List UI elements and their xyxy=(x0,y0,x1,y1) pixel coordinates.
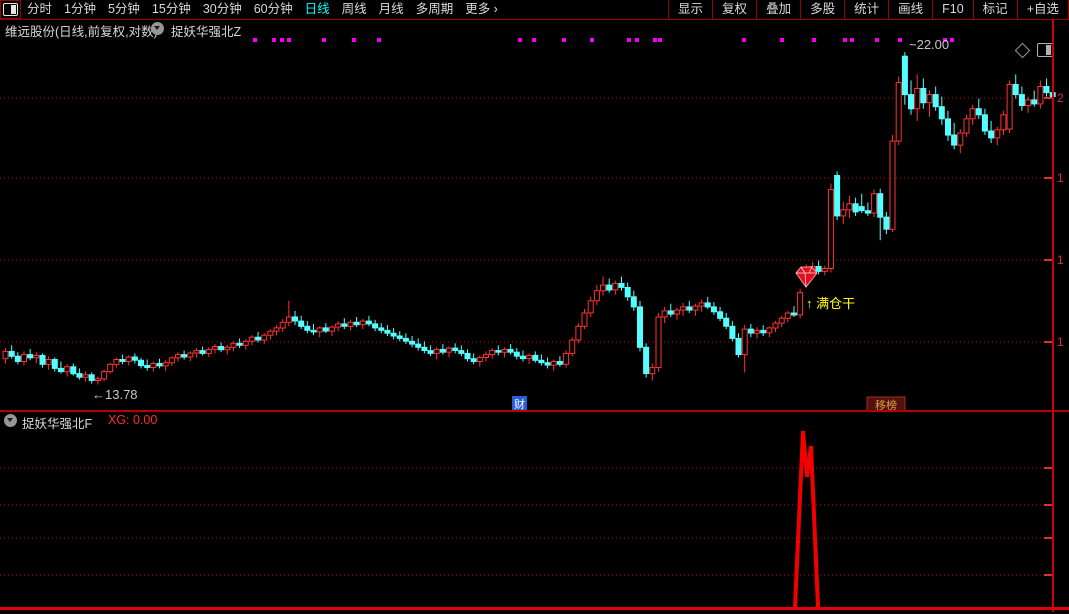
btn-multi-stock[interactable]: 多股 xyxy=(800,0,844,19)
tab-fenshi[interactable]: 分时 xyxy=(27,2,53,16)
tool-buttons: 显示 复权 叠加 多股 统计 画线 F10 标记 +自选 xyxy=(668,0,1069,19)
xg-spike xyxy=(793,430,820,608)
svg-text:1: 1 xyxy=(1057,335,1064,349)
layout-icon xyxy=(3,3,18,16)
gem-buy-marker xyxy=(795,266,818,288)
svg-text:移榜: 移榜 xyxy=(875,398,897,410)
svg-text:~22.00: ~22.00 xyxy=(909,37,949,52)
btn-f10[interactable]: F10 xyxy=(932,0,973,19)
period-tabs: 分时 1分钟 5分钟 15分钟 30分钟 60分钟 日线 周线 月线 多周期 更… xyxy=(21,0,504,19)
chevron-down-icon[interactable] xyxy=(4,414,17,427)
layout-toggle-button[interactable] xyxy=(0,0,21,19)
sub-indicator-title[interactable]: 捉妖华强北F xyxy=(22,417,93,431)
price-axis-line xyxy=(1052,19,1054,612)
main-indicator-title[interactable]: 捉妖华强北Z xyxy=(171,25,242,39)
svg-text:←13.78: ←13.78 xyxy=(92,387,138,402)
btn-fuquan[interactable]: 复权 xyxy=(712,0,756,19)
svg-text:财: 财 xyxy=(514,397,525,410)
svg-text:1: 1 xyxy=(1057,253,1064,267)
symbol-title: 维远股份(日线,前复权,对数) xyxy=(5,25,158,39)
tab-5min[interactable]: 5分钟 xyxy=(107,2,140,16)
svg-text:2: 2 xyxy=(1057,91,1064,105)
btn-overlay[interactable]: 叠加 xyxy=(756,0,800,19)
btn-draw-line[interactable]: 画线 xyxy=(888,0,932,19)
btn-display[interactable]: 显示 xyxy=(668,0,712,19)
svg-text:↑ 满仓干: ↑ 满仓干 xyxy=(806,296,855,311)
tab-more[interactable]: 更多 › xyxy=(465,2,498,16)
zero-baseline xyxy=(0,607,1069,610)
btn-mark[interactable]: 标记 xyxy=(972,0,1017,19)
tab-weekly[interactable]: 周线 xyxy=(341,2,367,16)
btn-add-favorite[interactable]: +自选 xyxy=(1016,0,1069,19)
tab-multi-period[interactable]: 多周期 xyxy=(415,2,454,16)
tab-daily[interactable]: 日线 xyxy=(304,2,330,16)
tab-monthly[interactable]: 月线 xyxy=(378,2,404,16)
pane-divider[interactable] xyxy=(0,410,1069,412)
toolbar: 分时 1分钟 5分钟 15分钟 30分钟 60分钟 日线 周线 月线 多周期 更… xyxy=(0,0,1069,20)
btn-statistics[interactable]: 统计 xyxy=(844,0,888,19)
tab-1min[interactable]: 1分钟 xyxy=(64,2,96,16)
tab-30min[interactable]: 30分钟 xyxy=(202,2,242,16)
tab-15min[interactable]: 15分钟 xyxy=(151,2,191,16)
sub-indicator-header: 捉妖华强北F XG: 0.00 xyxy=(0,412,1069,431)
svg-text:1: 1 xyxy=(1057,171,1064,185)
chevron-down-icon[interactable] xyxy=(151,22,164,35)
chart-header: 维远股份(日线,前复权,对数) 捉妖华强北Z xyxy=(0,20,1069,59)
tab-60min[interactable]: 60分钟 xyxy=(253,2,293,16)
xg-value: XG: 0.00 xyxy=(108,413,158,427)
xg-indicator-chart[interactable] xyxy=(0,430,1069,612)
